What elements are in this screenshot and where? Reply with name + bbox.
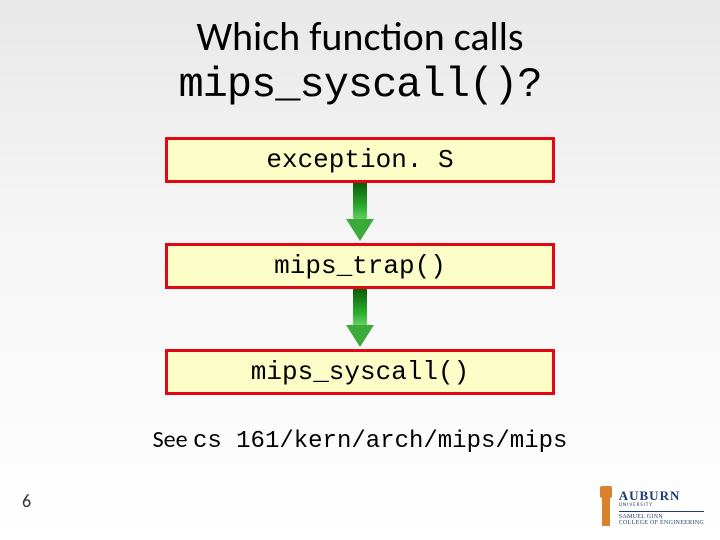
- auburn-logo: AUBURN UNIVERSITY SAMUEL GINN COLLEGE OF…: [599, 486, 704, 526]
- box-label: mips_trap(): [274, 251, 446, 281]
- down-arrow-icon: [346, 289, 374, 347]
- arrow-2: [346, 289, 374, 349]
- logo-name: AUBURN: [619, 489, 681, 502]
- box-mips-trap: mips_trap(): [165, 243, 555, 289]
- box-label: exception. S: [266, 145, 453, 175]
- title-line-1: Which function calls: [0, 12, 720, 61]
- page-number: 6: [22, 490, 31, 512]
- footer-prefix: See: [153, 425, 193, 454]
- box-label: mips_syscall(): [251, 357, 469, 387]
- logo-subtitle: UNIVERSITY: [619, 503, 653, 508]
- box-mips-syscall: mips_syscall(): [165, 349, 555, 395]
- flow-diagram: exception. S mips_trap() mips_syscall(): [0, 137, 720, 395]
- footer-note: See cs 161/kern/arch/mips/mips: [0, 425, 720, 455]
- arrow-1: [346, 183, 374, 243]
- logo-text: AUBURN UNIVERSITY SAMUEL GINN COLLEGE OF…: [619, 489, 704, 526]
- footer-path: cs 161/kern/arch/mips/mips: [193, 428, 567, 455]
- title-line-2: mips_syscall()?: [0, 61, 720, 109]
- slide-title: Which function calls mips_syscall()?: [0, 0, 720, 109]
- tower-icon: [599, 486, 613, 526]
- box-exception: exception. S: [165, 137, 555, 183]
- down-arrow-icon: [346, 183, 374, 241]
- logo-college: SAMUEL GINN COLLEGE OF ENGINEERING: [619, 511, 704, 526]
